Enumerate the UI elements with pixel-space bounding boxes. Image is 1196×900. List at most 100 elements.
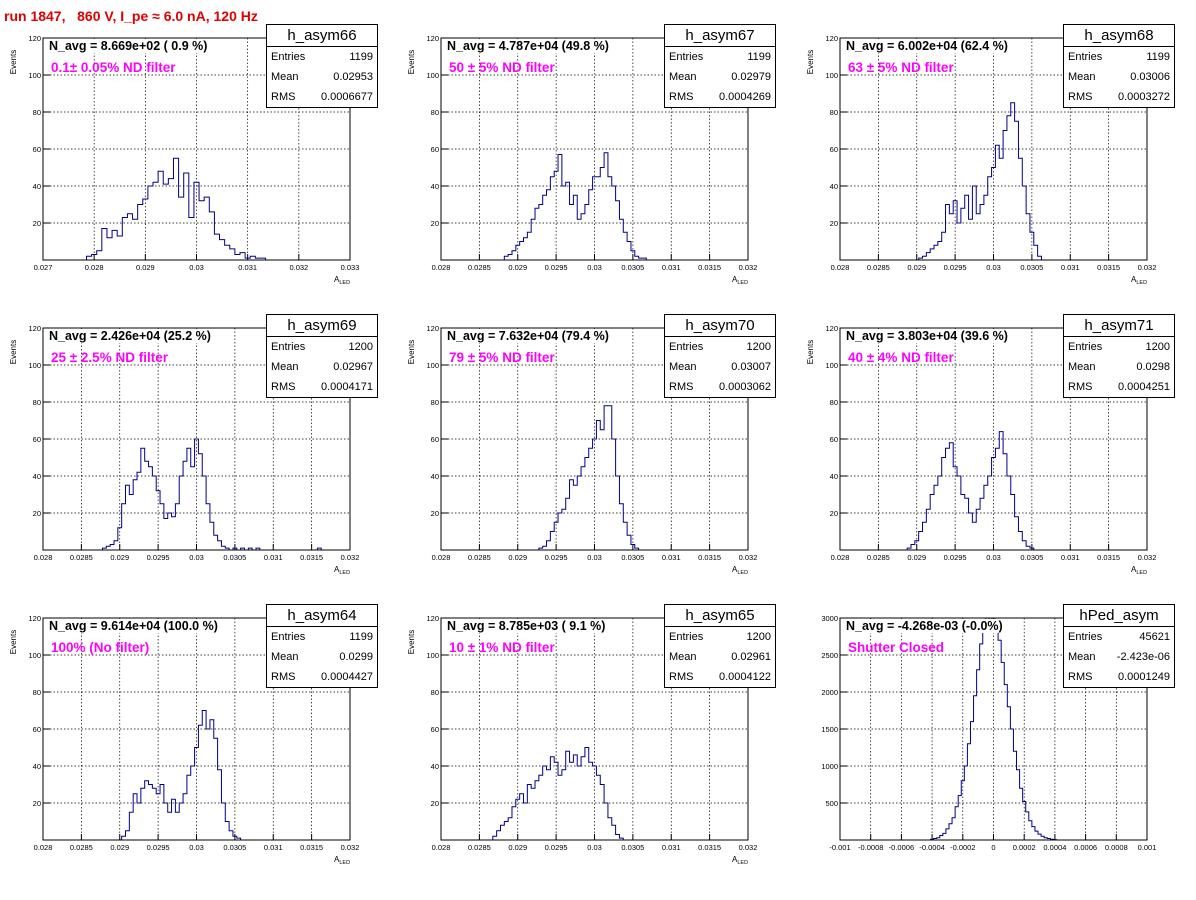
stats-mean-value: 0.03006: [1130, 71, 1170, 83]
y-tick-label: 40: [33, 472, 41, 481]
x-axis-label-sub: LED: [339, 860, 350, 866]
x-tick-label: 0.0285: [70, 843, 93, 852]
x-tick-label: 0.029: [110, 843, 129, 852]
y-axis-label: Events: [806, 50, 815, 74]
x-tick-label: 0: [991, 843, 995, 852]
x-tick-label: 0.032: [1138, 553, 1157, 562]
y-tick-label: 20: [830, 509, 838, 518]
plot-frame: [440, 327, 749, 551]
x-axis-label-main: A: [1131, 275, 1137, 284]
x-axis-label-main: A: [334, 275, 340, 284]
x-tick-label: 0.031: [662, 263, 681, 272]
x-tick-label: 0.0305: [1020, 263, 1043, 272]
histogram-panel-h_asym67: 0.028 0.0285 0.029 0.0295 0.03 0.0305 0.031 0.0…: [398, 24, 796, 320]
stats-box: h_asym69 Entries 1200 Mean 0.02967 RMS 0.00041…: [266, 314, 378, 398]
stats-rms-label: RMS: [271, 671, 296, 683]
stats-rms-value: 0.0006677: [321, 91, 373, 103]
x-axis-label-sub: LED: [1136, 570, 1147, 576]
y-tick-label: 120: [426, 324, 439, 333]
y-tick-label: 120: [28, 614, 41, 623]
x-tick-label: 0.032: [341, 843, 360, 852]
x-tick-label: 0.0315: [300, 843, 323, 852]
x-tick-label: 0.032: [739, 843, 758, 852]
x-tick-label: 0.0315: [300, 553, 323, 562]
y-tick-label: 40: [33, 762, 41, 771]
stats-mean-row: Mean 0.03007: [665, 357, 775, 377]
y-tick-label: 60: [33, 725, 41, 734]
stats-mean-value: -2.423e-06: [1116, 651, 1170, 663]
stats-entries-value: 1200: [348, 341, 373, 353]
histogram-panel-h_asym69: 0.028 0.0285 0.029 0.0295 0.03 0.0305 0.031 0.0…: [0, 314, 398, 610]
x-tick-label: 0.0315: [698, 263, 721, 272]
stats-mean-row: Mean 0.02979: [665, 67, 775, 87]
stats-entries-row: Entries 1200: [267, 337, 377, 357]
stats-mean-value: 0.0298: [1136, 361, 1170, 373]
y-tick-label: 40: [431, 182, 439, 191]
x-tick-label: 0.0285: [70, 553, 93, 562]
y-tick-label: 40: [830, 472, 838, 481]
stats-mean-row: Mean 0.0299: [267, 647, 377, 667]
stats-entries-label: Entries: [669, 51, 704, 63]
y-tick-label: 80: [33, 398, 41, 407]
histogram-series: [101, 438, 322, 550]
stats-histogram-name: hPed_asym: [1064, 605, 1174, 627]
stats-rms-value: 0.0004122: [719, 671, 771, 683]
y-tick-label: 100: [426, 651, 439, 660]
y-axis-label: Events: [407, 630, 416, 654]
stats-rms-value: 0.0004251: [1118, 381, 1170, 393]
plot-frame: [42, 617, 351, 841]
page-title: run 1847, 860 V, I_pe ≈ 6.0 nA, 120 Hz: [4, 8, 258, 24]
x-tick-label: 0.029: [508, 263, 527, 272]
histogram-series: [492, 747, 624, 840]
stats-histogram-name: h_asym71: [1064, 315, 1174, 337]
stats-rms-label: RMS: [669, 91, 694, 103]
x-tick-label: 0.0295: [944, 553, 967, 562]
stats-entries-label: Entries: [271, 341, 306, 353]
y-tick-label: 80: [830, 108, 838, 117]
x-tick-label: 0.0305: [223, 843, 246, 852]
x-axis-label: ALED: [334, 275, 350, 286]
stats-rms-label: RMS: [669, 671, 694, 683]
x-tick-label: -0.001: [829, 843, 850, 852]
y-tick-label: 100: [426, 71, 439, 80]
x-tick-label: 0.031: [1061, 553, 1080, 562]
histogram-panel-h_asym64: 0.028 0.0285 0.029 0.0295 0.03 0.0305 0.031 0.0…: [0, 604, 398, 900]
stats-mean-row: Mean 0.0298: [1064, 357, 1174, 377]
stats-box: h_asym67 Entries 1199 Mean 0.02979 RMS 0.00042…: [664, 24, 776, 108]
histogram-series: [906, 431, 1035, 550]
navg-label: N_avg = 3.803e+04 (39.6 %): [846, 329, 1008, 343]
histogram-svg: 0.028 0.0285 0.029 0.0295 0.03 0.0305 0.031 0.0…: [407, 324, 757, 576]
y-axis-label: Events: [9, 340, 18, 364]
x-tick-label: 0.033: [341, 263, 360, 272]
x-tick-label: 0.0305: [621, 553, 644, 562]
x-tick-label: 0.029: [907, 263, 926, 272]
x-tick-label: 0.0006: [1074, 843, 1097, 852]
y-tick-label: 120: [28, 324, 41, 333]
filter-label: 25 ± 2.5% ND filter: [51, 350, 168, 365]
y-tick-label: 20: [33, 219, 41, 228]
stats-entries-label: Entries: [1068, 631, 1103, 643]
x-tick-label: 0.0295: [545, 553, 568, 562]
y-axis-label: Events: [806, 340, 815, 364]
filter-label: 40 ± 4% ND filter: [848, 350, 954, 365]
filter-label: 0.1± 0.05% ND filter: [51, 60, 176, 75]
stats-histogram-name: h_asym65: [665, 605, 775, 627]
stats-entries-value: 1200: [746, 631, 771, 643]
stats-mean-label: Mean: [1068, 651, 1096, 663]
x-tick-label: 0.032: [739, 263, 758, 272]
x-tick-label: 0.028: [85, 263, 104, 272]
stats-rms-value: 0.0001249: [1118, 671, 1170, 683]
stats-mean-value: 0.02953: [333, 71, 373, 83]
stats-mean-label: Mean: [669, 71, 697, 83]
x-tick-label: 0.0285: [468, 553, 491, 562]
stats-mean-value: 0.02979: [731, 71, 771, 83]
x-axis-label-main: A: [1131, 565, 1137, 574]
x-tick-label: 0.0315: [1097, 263, 1120, 272]
navg-label: N_avg = 8.669e+02 ( 0.9 %): [49, 39, 208, 53]
stats-entries-row: Entries 1199: [665, 47, 775, 67]
stats-rms-row: RMS 0.0004251: [1064, 377, 1174, 397]
stats-mean-value: 0.02961: [731, 651, 771, 663]
y-tick-label: 2500: [821, 651, 838, 660]
y-tick-label: 120: [28, 34, 41, 43]
plot-frame: [42, 327, 351, 551]
